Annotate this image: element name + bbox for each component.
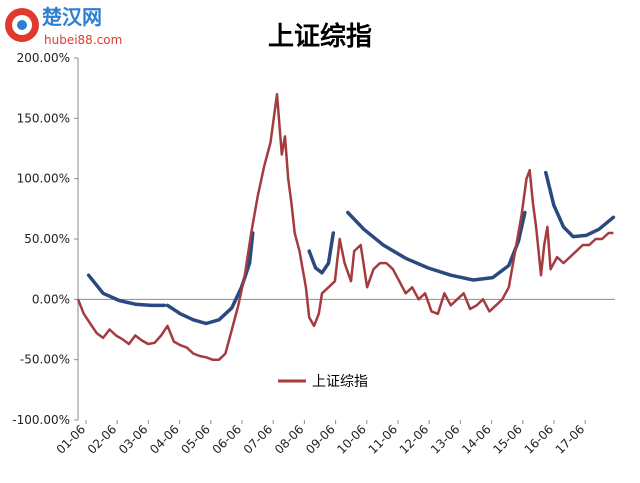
x-tick-label: 09-06 [303,422,338,457]
x-tick-label: 07-06 [241,422,276,457]
x-tick-label: 12-06 [397,422,432,457]
chart-title: 上证综指 [268,21,372,52]
y-tick-label: 100.00% [17,172,70,186]
legend: 上证综指 [278,374,368,390]
trend-arc-5 [544,170,616,239]
y-tick-label: 50.00% [24,232,70,246]
x-tick-label: 05-06 [178,422,213,457]
x-tick-label: 15-06 [490,422,525,457]
series-layer [76,92,614,361]
watermark-logo: 楚汉网 hubei88.com [5,5,122,47]
trend-arcs [86,170,616,326]
axes: -100.00% -50.00% 0.00% 50.00% 100.00% 150.00%… [12,51,615,457]
x-tick-label: 02-06 [85,422,120,457]
legend-label: 上证综指 [312,374,368,390]
x-tick-label: 08-06 [272,422,307,457]
x-tick-label: 04-06 [147,422,182,457]
y-tick-label: 150.00% [17,111,70,125]
trend-arc-1 [86,273,167,308]
x-tick-label: 10-06 [334,422,369,457]
x-tick-label: 13-06 [428,422,463,457]
trend-arc-2 [165,231,255,326]
watermark-brand: 楚汉网 [42,5,102,29]
series-line-1 [76,92,614,361]
watermark-url: hubei88.com [44,33,122,47]
trend-arc-4 [346,210,527,282]
trend-arc-3 [307,231,336,275]
x-tick-label: 11-06 [366,422,401,457]
x-tick-label: 01-06 [54,422,89,457]
x-tick-label: 06-06 [210,422,245,457]
y-tick-label: 0.00% [32,292,70,306]
y-tick-label: 200.00% [17,51,70,65]
x-tick-label: 14-06 [459,422,494,457]
x-tick-label: 03-06 [116,422,151,457]
x-tick-label: 16-06 [522,422,557,457]
x-tick-label: 17-06 [553,422,588,457]
y-tick-label: -100.00% [12,413,70,427]
y-tick-label: -50.00% [20,353,70,367]
